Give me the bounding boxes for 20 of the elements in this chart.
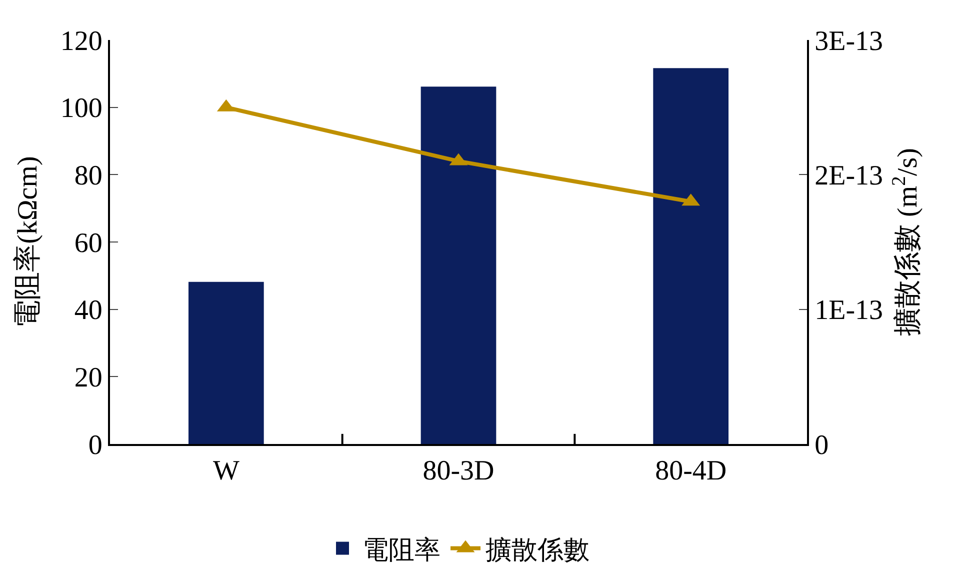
legend-label: 電阻率 — [362, 535, 440, 564]
y-tick-label: 40 — [74, 295, 102, 326]
y-tick-label: 0 — [88, 430, 102, 461]
legend-label: 擴散係數 — [486, 535, 590, 564]
bar — [420, 86, 496, 444]
x-tick-label: 80-4D — [655, 456, 727, 487]
y2-tick-label: 0 — [814, 430, 829, 461]
y2-tick-label: 1E-13 — [814, 295, 884, 326]
bar — [188, 282, 264, 444]
y-axis-title: 電阻率(kΩcm) — [12, 156, 44, 328]
x-tick-label: W — [212, 456, 240, 487]
y-tick-label: 100 — [60, 93, 102, 124]
x-tick-label: 80-3D — [422, 456, 494, 487]
bar — [653, 68, 729, 444]
y2-tick-label: 2E-13 — [814, 160, 884, 192]
y-tick-label: 20 — [74, 362, 102, 394]
y-tick-label: 80 — [74, 160, 102, 192]
y-tick-label: 120 — [60, 26, 102, 57]
y-tick-label: 60 — [74, 228, 102, 259]
y2-tick-label: 3E-13 — [814, 26, 884, 57]
